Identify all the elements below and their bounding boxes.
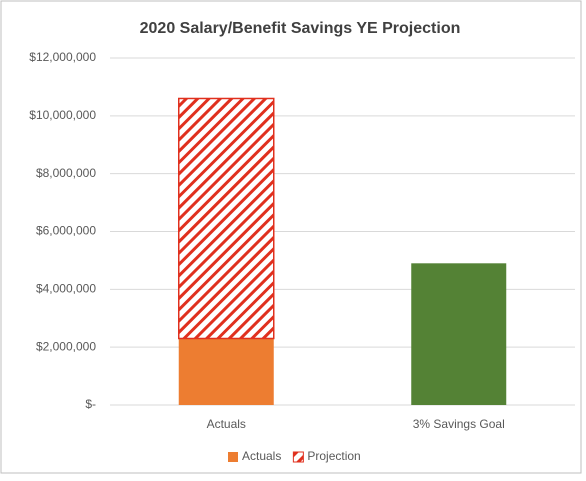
y-tick-label: $4,000,000 — [36, 282, 96, 296]
legend-label: Actuals — [242, 449, 281, 463]
y-tick-label: $8,000,000 — [36, 166, 96, 180]
y-tick-label: $- — [85, 397, 96, 411]
x-tick-label: Actuals — [207, 417, 246, 431]
y-tick-label: $6,000,000 — [36, 224, 96, 238]
bar — [178, 338, 274, 405]
legend-swatch — [292, 451, 304, 463]
y-tick-label: $12,000,000 — [29, 50, 96, 64]
bar — [411, 263, 507, 405]
x-tick-label: 3% Savings Goal — [413, 417, 505, 431]
legend-label: Projection — [307, 449, 360, 463]
y-tick-label: $2,000,000 — [36, 339, 96, 353]
legend-swatch — [228, 452, 238, 462]
chart-title: 2020 Salary/Benefit Savings YE Projectio… — [140, 20, 461, 37]
bar — [178, 97, 275, 340]
y-tick-label: $10,000,000 — [29, 108, 96, 122]
